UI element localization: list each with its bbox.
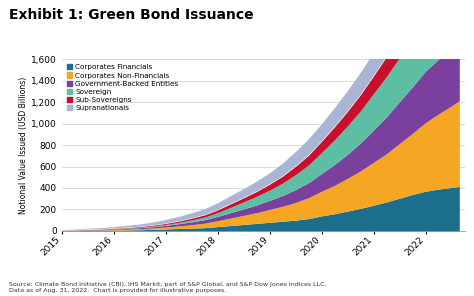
Legend: Corporates Financials, Corporates Non-Financials, Government-Backed Entities, So: Corporates Financials, Corporates Non-Fi…	[65, 63, 180, 113]
Y-axis label: Notional Value Issued (USD Billions): Notional Value Issued (USD Billions)	[19, 76, 28, 214]
Text: Exhibit 1: Green Bond Issuance: Exhibit 1: Green Bond Issuance	[9, 8, 254, 22]
Text: Source: Climate Bond Initiative (CBI), IHS Markit, part of S&P Global, and S&P D: Source: Climate Bond Initiative (CBI), I…	[9, 282, 327, 293]
